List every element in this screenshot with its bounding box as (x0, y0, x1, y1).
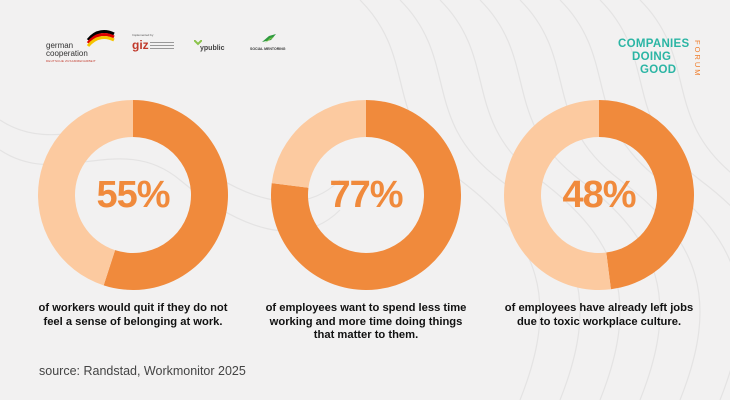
ypublic-wordmark: ypublic (200, 45, 225, 52)
cdg-line1: COMPANIES (618, 38, 690, 50)
donut-center-label-2: 77% (329, 173, 403, 216)
donut-chart-3: 48% (504, 100, 695, 290)
donut-3-value-slice (599, 100, 695, 290)
donut-svg-2 (271, 100, 461, 290)
cdg-line3: GOOD (640, 64, 677, 76)
donut-chart-2: 77% (271, 100, 461, 290)
companies-doing-good-logo: COMPANIES DOING GOOD FORUM (618, 38, 708, 82)
caption-2-line2: working and more time doing things (269, 315, 463, 328)
social-mentoring-wordmark: SOCIAL MENTORING (250, 47, 286, 51)
german-flag-icon (86, 30, 115, 47)
caption-3-line1: of employees have already left jobs (504, 302, 694, 314)
ypublic-logo: ypublic (194, 40, 230, 56)
giz-fineprint (150, 42, 174, 50)
caption-1-line1: of workers would quit if they do not (38, 302, 228, 314)
giz-wordmark: giz (132, 38, 149, 52)
giz-logo: Implemented by giz (132, 33, 178, 55)
german-cooperation-line2: cooperation (46, 49, 88, 58)
caption-3-line2: due to toxic workplace culture. (516, 315, 682, 328)
caption-3: of employees have already left jobs due … (474, 302, 724, 329)
donut-center-label-3: 48% (562, 173, 636, 216)
german-cooperation-subtitle: DEUTSCHE ZUSAMMENARBEIT (46, 59, 96, 63)
donut-center-label-1: 55% (96, 173, 170, 216)
donut-3-remainder-slice (504, 100, 611, 290)
donut-svg-1 (37, 100, 228, 290)
giz-implemented-by: Implemented by (132, 33, 154, 37)
donut-1-remainder-slice (37, 100, 133, 286)
caption-1: of workers would quit if they do not fee… (8, 302, 258, 329)
source-citation: source: Randstad, Workmonitor 2025 (39, 364, 246, 378)
cdg-forum-vertical: FORUM (692, 40, 704, 80)
donut-svg-3 (504, 100, 695, 290)
ypublic-mark-icon (194, 40, 202, 46)
caption-2-line1: of employees want to spend less time (265, 302, 467, 314)
social-mentoring-logo: SOCIAL MENTORING (250, 34, 290, 58)
social-mentoring-bird-icon (262, 34, 276, 43)
german-cooperation-logo: german cooperation DEUTSCHE ZUSAMMENARBE… (46, 28, 116, 64)
german-cooperation-line1: german (46, 41, 74, 50)
donut-2-remainder-slice (271, 100, 366, 188)
donut-2-value-slice (271, 100, 461, 290)
caption-1-line2: feel a sense of belonging at work. (43, 315, 223, 328)
cdg-line2: DOING (632, 51, 672, 63)
donut-1-value-slice (103, 100, 228, 290)
caption-2-line3: that matter to them. (313, 329, 419, 341)
donut-chart-1: 55% (37, 100, 228, 290)
cdg-forum-text: FORUM (693, 40, 702, 78)
caption-2: of employees want to spend less time wor… (241, 302, 491, 343)
